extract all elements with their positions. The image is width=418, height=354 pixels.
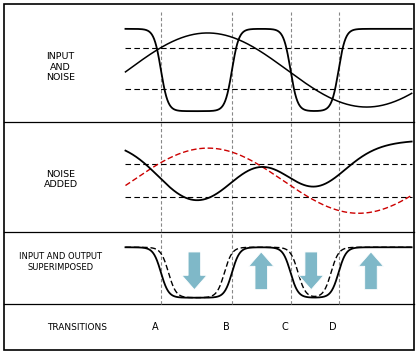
FancyArrow shape: [298, 252, 324, 290]
FancyArrow shape: [182, 252, 207, 290]
Text: INPUT AND OUTPUT
SUPERIMPOSED: INPUT AND OUTPUT SUPERIMPOSED: [19, 252, 102, 272]
Text: A: A: [152, 322, 159, 332]
Text: NOISE
ADDED: NOISE ADDED: [43, 170, 78, 189]
Text: INPUT
AND
NOISE: INPUT AND NOISE: [46, 52, 75, 82]
Text: B: B: [223, 322, 230, 332]
Text: D: D: [329, 322, 337, 332]
FancyArrow shape: [249, 252, 274, 290]
FancyArrow shape: [358, 252, 384, 290]
Text: C: C: [282, 322, 288, 332]
Text: TRANSITIONS: TRANSITIONS: [47, 323, 107, 332]
